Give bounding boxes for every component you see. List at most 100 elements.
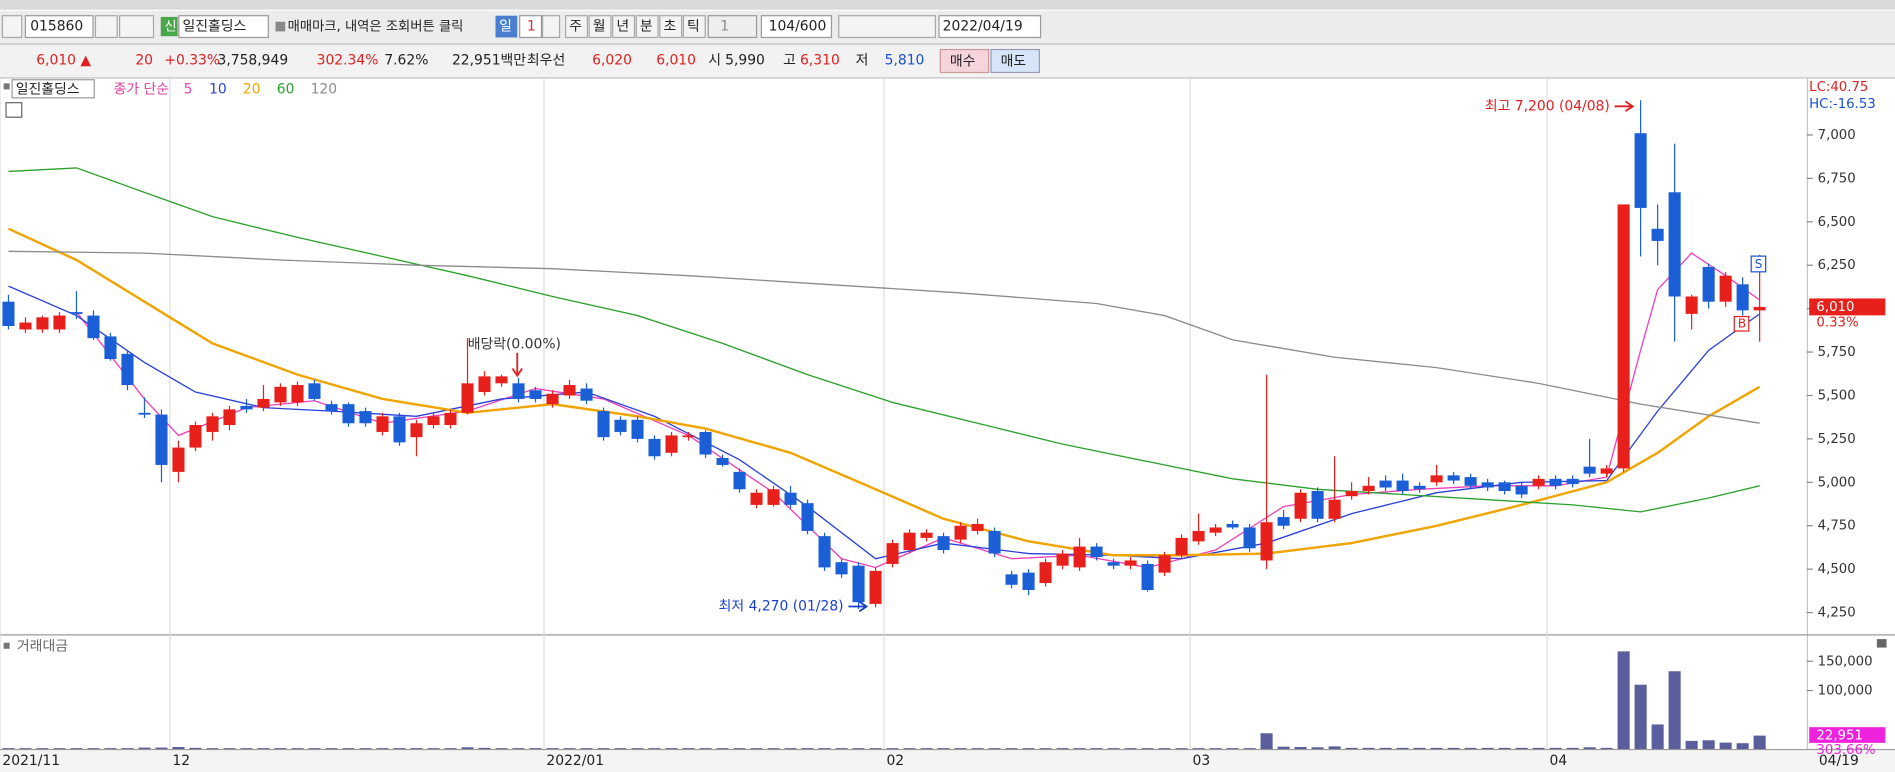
candle-body: [172, 447, 185, 472]
stock-code: 015860: [30, 19, 83, 35]
candle-body: [1209, 527, 1222, 533]
last-price-badge: [1809, 298, 1886, 316]
low: 5,810: [885, 52, 925, 68]
candle-body: [903, 532, 916, 551]
period-button-label: 분: [640, 19, 653, 35]
volume-bar: [461, 747, 474, 750]
date-box[interactable]: [938, 15, 1042, 39]
volume-bar: [376, 748, 389, 750]
candle-body: [1736, 284, 1749, 311]
volume-bar: [580, 748, 593, 750]
table-icon[interactable]: [5, 102, 23, 118]
volume-bar: [614, 748, 627, 750]
candle-body: [1090, 546, 1103, 557]
candle-body: [1175, 537, 1188, 556]
candle-body: [325, 404, 338, 412]
sell-marker: [1750, 255, 1767, 273]
lc: LC:40.75: [1809, 80, 1868, 95]
candle-body: [53, 315, 66, 330]
amount: 22,951백만: [452, 52, 526, 68]
period-button-label: 틱: [687, 19, 700, 35]
volume-bar: [648, 748, 661, 750]
hc: HC:-16.53: [1809, 97, 1876, 112]
volume-bar: [1634, 684, 1647, 750]
low-label: 저: [856, 52, 869, 68]
candle-body: [716, 457, 729, 465]
panel-icon: [3, 83, 10, 90]
open-label: 시: [708, 52, 721, 68]
period-button[interactable]: [588, 15, 612, 39]
candle-body: [597, 411, 610, 438]
volume-bar: [682, 748, 695, 750]
notice-icon: [275, 21, 286, 32]
candle-body: [1192, 530, 1205, 542]
top-strip: [0, 0, 1895, 10]
period-button[interactable]: [659, 15, 683, 39]
volume-bar: [1753, 735, 1766, 750]
dropdown[interactable]: [542, 15, 561, 39]
period-button[interactable]: [682, 15, 706, 39]
legend-name-box: [11, 79, 95, 99]
panel-icon: [3, 642, 10, 649]
menu-icon[interactable]: [1, 15, 23, 39]
search-button[interactable]: [94, 15, 118, 39]
count-box: [760, 15, 833, 39]
candle-body: [1413, 485, 1426, 490]
volume-bar: [1107, 748, 1120, 750]
notice: 매매마크, 내역은 조회버튼 클릭: [288, 19, 464, 35]
volume-bar: [1124, 748, 1137, 750]
candle-body: [19, 322, 32, 330]
candle-body: [886, 543, 899, 564]
candle-body: [70, 312, 83, 314]
volume-bar: [1719, 742, 1732, 750]
candle-body: [1022, 572, 1035, 590]
candle-body: [750, 492, 763, 505]
candle-body: [1345, 490, 1358, 497]
y-tick-label: 6,250: [1818, 258, 1856, 273]
volume-bar: [53, 748, 66, 750]
tool-icons[interactable]: [838, 15, 937, 39]
period-n-box[interactable]: [519, 15, 543, 39]
ask: 6,020: [592, 52, 632, 68]
legend-entry: 10: [209, 81, 227, 97]
period-button[interactable]: [564, 15, 588, 39]
candle-body: [1379, 480, 1392, 488]
volume-bar: [36, 748, 49, 750]
volume-bar: [1702, 740, 1715, 750]
interval-box[interactable]: [707, 15, 758, 39]
period-n: 1: [527, 19, 536, 35]
period-day[interactable]: [495, 15, 518, 38]
volume-bar: [1379, 747, 1392, 750]
buy-button[interactable]: [939, 48, 990, 74]
candle-body: [733, 471, 746, 490]
count: 104/600: [769, 19, 827, 35]
candle-body: [852, 565, 865, 603]
last-volume: 22,951: [1816, 729, 1862, 744]
volume-bar: [801, 748, 814, 750]
candle-body: [546, 393, 559, 405]
cursor-date: 04/19: [1819, 753, 1859, 769]
candle-body: [1362, 485, 1375, 491]
sell-button[interactable]: [990, 48, 1040, 74]
candle-body: [1702, 266, 1715, 302]
volume-bar: [308, 748, 321, 750]
volume-bar: [138, 747, 151, 750]
period-button[interactable]: [612, 15, 636, 39]
y-tick-label: 5,000: [1818, 475, 1856, 490]
sound-button[interactable]: [119, 15, 155, 39]
volume-bar: [665, 748, 678, 750]
candle-body: [988, 530, 1001, 554]
panel-close[interactable]: [1876, 639, 1887, 648]
volume-bar: [104, 748, 117, 750]
code-input[interactable]: [24, 15, 94, 39]
interval: 1: [720, 19, 729, 35]
period-button[interactable]: [635, 15, 659, 39]
volume-bar: [1396, 747, 1409, 750]
bid: 6,010: [656, 52, 696, 68]
name-box: [178, 15, 269, 39]
candle-body: [444, 412, 457, 426]
candle-body: [291, 385, 304, 403]
candle-body: [563, 385, 576, 396]
volume-bar: [1311, 747, 1324, 750]
